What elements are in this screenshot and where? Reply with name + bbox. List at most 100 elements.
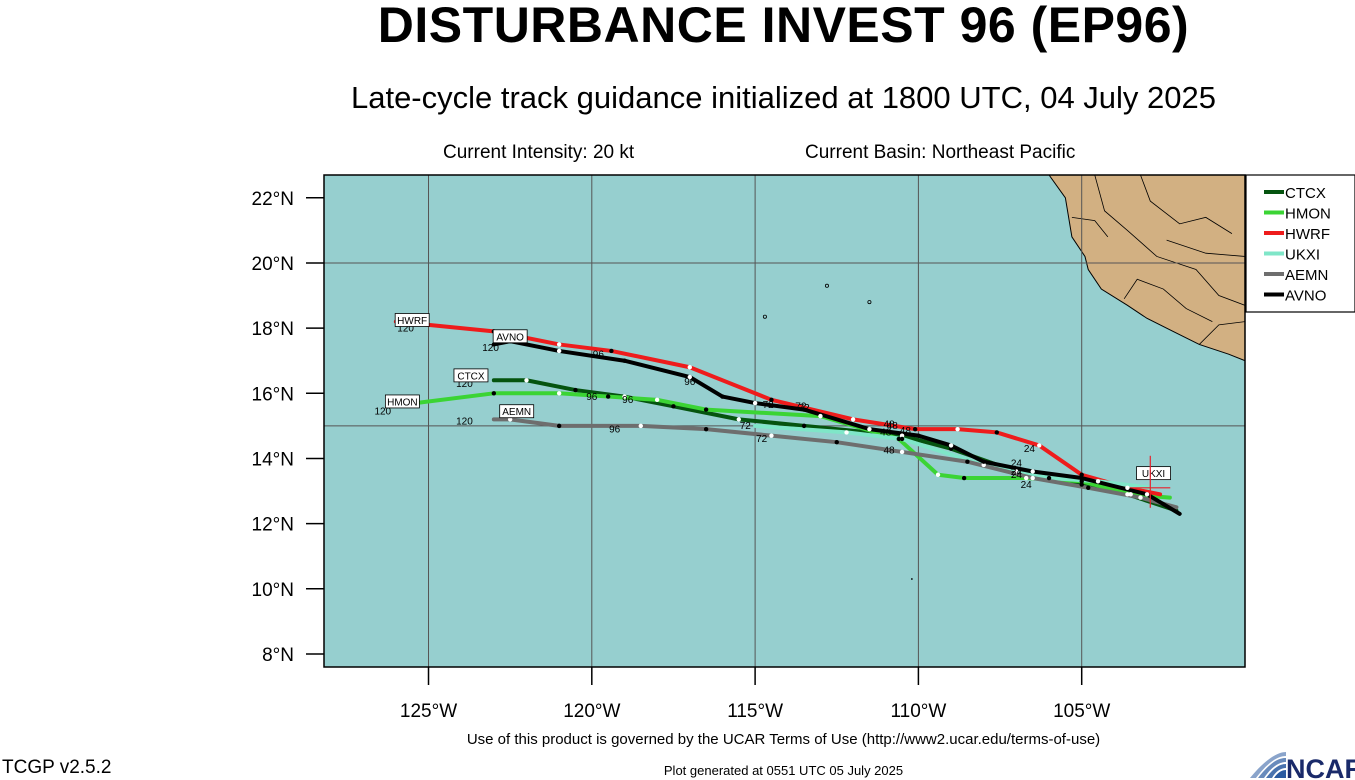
track-point-ctcx xyxy=(736,417,741,422)
island xyxy=(867,300,872,305)
legend-label-ukxi: UKXI xyxy=(1285,247,1320,264)
model-label-hwrf: HWRF xyxy=(397,316,427,327)
track-hwrf xyxy=(393,319,1163,497)
model-label-ctcx: CTCX xyxy=(457,371,485,382)
lon-tick-label: 105°W xyxy=(1053,701,1110,722)
model-label-box xyxy=(1136,466,1171,481)
forecast-hour-label: 48 xyxy=(880,428,892,439)
track-point-hwrf xyxy=(912,426,918,432)
forecast-hour-label: 72 xyxy=(799,403,811,414)
track-point-avno xyxy=(801,407,807,412)
track-point-ukxi xyxy=(844,430,849,435)
track-point-hmon xyxy=(935,472,941,477)
track-point-hwrf xyxy=(609,348,614,354)
forecast-hour-label: 120 xyxy=(374,406,391,417)
track-point-hmon xyxy=(491,391,497,396)
forecast-hour-label: 96 xyxy=(609,424,621,435)
model-label-avno: AVNO xyxy=(496,332,524,343)
model-label-box xyxy=(394,313,430,327)
track-point-avno xyxy=(720,394,725,399)
lat-tick-label: 8°N xyxy=(262,645,294,666)
track-point-hmon xyxy=(1128,492,1133,497)
track-point-hmon xyxy=(818,413,823,419)
forecast-hour-label: 72 xyxy=(795,402,807,413)
track-point-hwrf xyxy=(994,430,999,435)
track-point-hwrf xyxy=(1037,443,1042,448)
track-point-aemn xyxy=(965,459,970,464)
track-point-aemn xyxy=(556,423,562,429)
lat-tick-label: 18°N xyxy=(252,319,294,340)
track-point-hmon xyxy=(556,391,562,396)
track-point-hwrf xyxy=(850,417,856,422)
forecast-hour-label: 120 xyxy=(456,416,473,427)
forecast-hour-label: 48 xyxy=(900,426,912,437)
island xyxy=(910,578,913,580)
forecast-hour-label: 72 xyxy=(740,421,752,432)
model-label-hmon: HMON xyxy=(387,397,418,408)
lat-tick-label: 20°N xyxy=(252,254,294,275)
forecast-hour-label: 120 xyxy=(482,343,499,354)
track-point-hwrf xyxy=(556,342,562,347)
model-label-box xyxy=(492,329,528,344)
track-point-ctcx xyxy=(573,387,578,393)
track-point-hmon xyxy=(1023,475,1029,481)
track-point-aemn xyxy=(703,426,709,432)
island xyxy=(824,283,829,288)
track-point-hmon xyxy=(896,436,902,442)
lat-tick-label: 10°N xyxy=(252,580,294,601)
track-point-aemn xyxy=(1030,475,1035,481)
track-point-ukxi xyxy=(899,436,905,442)
state-border xyxy=(1094,175,1245,306)
model-label-box xyxy=(499,404,535,419)
track-point-avno xyxy=(867,426,872,432)
track-point-avno xyxy=(948,443,954,448)
track-point-aemn xyxy=(899,449,905,455)
legend-label-avno: AVNO xyxy=(1285,288,1326,305)
model-label-aemn: AEMN xyxy=(502,407,531,418)
track-point-hwrf xyxy=(769,397,774,403)
lon-tick-label: 120°W xyxy=(563,701,620,722)
track-point-hwrf xyxy=(955,426,960,432)
forecast-hour-label: 24 xyxy=(1011,470,1023,481)
track-point-ukxi xyxy=(1095,479,1101,484)
forecast-hour-label: 120 xyxy=(397,323,414,334)
track-point-hmon xyxy=(605,394,611,399)
page-title: DISTURBANCE INVEST 96 (EP96) xyxy=(377,0,1190,53)
lon-tick-label: 110°W xyxy=(890,701,946,722)
track-point-ctcx xyxy=(622,394,627,399)
state-border xyxy=(1071,216,1109,238)
track-point-ctcx xyxy=(801,423,807,429)
track-point-ctcx xyxy=(1079,482,1084,487)
track-avno xyxy=(491,339,1182,516)
track-point-hmon xyxy=(654,397,660,403)
track-point-avno xyxy=(622,358,627,363)
model-label-box xyxy=(453,368,489,383)
track-point-aemn xyxy=(769,433,774,438)
model-label-ukxi: UKXI xyxy=(1142,469,1165,480)
model-label-box xyxy=(384,394,420,409)
forecast-hour-label: 48 xyxy=(883,446,895,457)
state-border xyxy=(1123,278,1213,322)
track-point-ctcx xyxy=(948,446,954,451)
track-point-avno xyxy=(556,348,562,354)
lat-tick-label: 22°N xyxy=(252,189,294,210)
track-point-ctcx xyxy=(899,433,905,438)
current-basin: Current Basin: Northeast Pacific xyxy=(805,142,1076,163)
land-mexico xyxy=(1048,175,1245,362)
track-point-aemn xyxy=(1086,485,1091,490)
lon-tick-label: 115°W xyxy=(727,701,783,722)
state-border xyxy=(1140,175,1233,234)
terms-of-use: Use of this product is governed by the U… xyxy=(466,731,1101,748)
track-point-avno xyxy=(1144,492,1150,497)
track-point-avno xyxy=(916,433,921,438)
lat-tick-label: 16°N xyxy=(252,384,294,405)
forecast-hour-label: 96 xyxy=(593,349,605,360)
track-point-ukxi xyxy=(1046,475,1052,481)
legend-label-hmon: HMON xyxy=(1285,206,1331,223)
forecast-hour-label: 48 xyxy=(883,420,895,431)
track-point-ctcx xyxy=(671,404,676,409)
track-point-aemn xyxy=(1138,495,1143,500)
legend-label-hwrf: HWRF xyxy=(1285,226,1330,243)
track-point-ukxi xyxy=(981,462,986,468)
track-point-aemn xyxy=(638,423,643,429)
